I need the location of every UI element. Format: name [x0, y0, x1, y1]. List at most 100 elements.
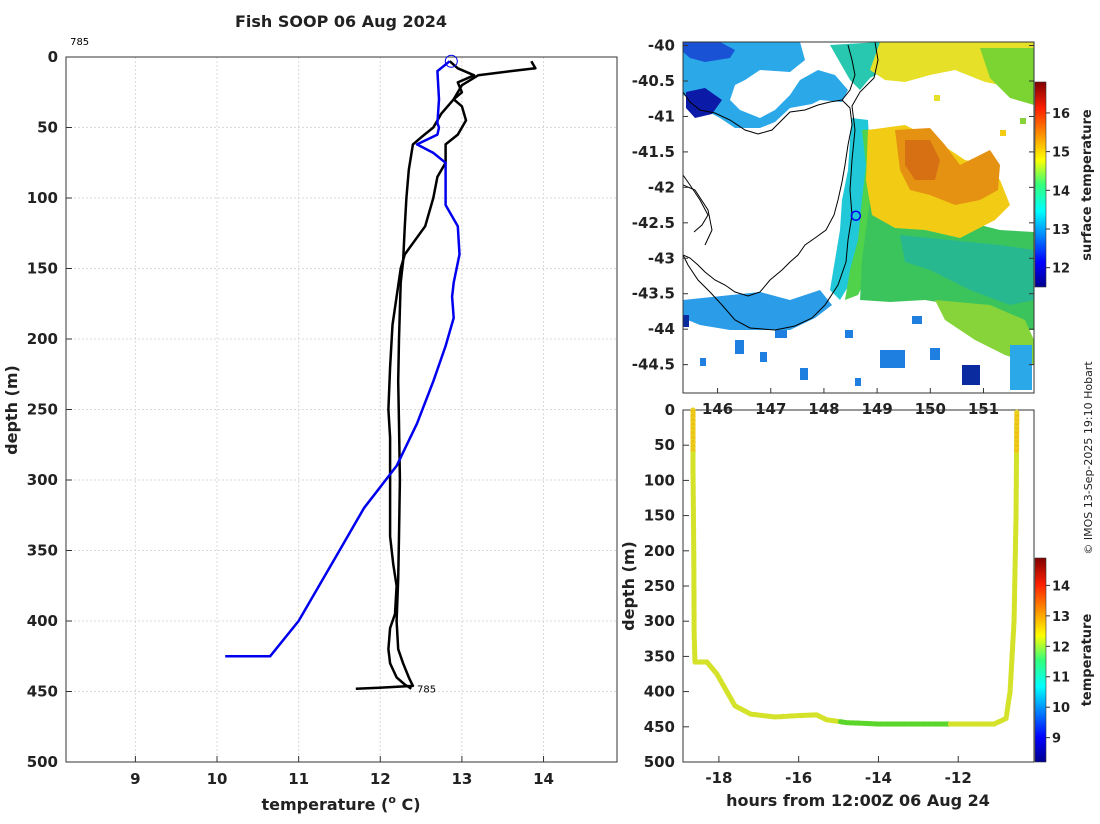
x-axis-label: hours from 12:00Z 06 Aug 24 — [726, 791, 990, 810]
y-tick-label: 150 — [27, 260, 58, 278]
lon-tick-label: 148 — [808, 400, 839, 418]
y-axis-label: depth (m) — [619, 541, 638, 631]
lat-tick-label: -42.5 — [632, 214, 675, 232]
colorbar-label: surface temperature — [1080, 109, 1095, 261]
lat-tick-label: -43 — [648, 249, 675, 267]
colorbar-ticks: 12 13 14 15 16 — [1046, 107, 1070, 277]
map-location-marker — [850, 210, 862, 221]
sst-patch-north-blue — [683, 42, 848, 128]
x-tick-label: -18 — [705, 769, 732, 787]
x-tick-label: 14 — [533, 770, 554, 788]
x-axis-label: temperature (o C) — [261, 793, 420, 814]
y-tick-label: 300 — [644, 612, 675, 630]
lat-tick-label: -43.5 — [632, 285, 675, 303]
x-tick-label: -16 — [785, 769, 812, 787]
colorbar-tick-label: 13 — [1052, 610, 1070, 625]
shelf-edge-contour — [683, 42, 879, 331]
map-frame — [682, 41, 1035, 394]
lat-tick-label: -42 — [648, 178, 675, 196]
colorbar — [1034, 81, 1047, 288]
map-axis-ticks: -40 -40.5 -41 -41.5 -42 -42.5 -43 -43.5 -44 -44.5… — [632, 37, 1034, 418]
depth-track-chart: -18 -16 -14 -12 0 50 100 150 200 250 300 350 400 450 5… — [619, 401, 1095, 810]
plot-frame — [682, 409, 1035, 763]
y-tick-label: 400 — [644, 683, 675, 701]
lon-tick-label: 146 — [702, 400, 733, 418]
series-line-upcast — [387, 60, 476, 690]
lat-tick-label: -44.5 — [632, 356, 675, 374]
y-tick-label: 100 — [644, 471, 675, 489]
lon-tick-label: 150 — [915, 400, 946, 418]
x-tick-label: -14 — [865, 769, 892, 787]
colorbar-tick-label: 14 — [1052, 184, 1070, 199]
colorbar-tick-label: 9 — [1052, 732, 1061, 747]
x-axis-label-sup: o — [388, 793, 396, 806]
sst-patch-south-green — [935, 300, 1034, 365]
x-tick-label: 10 — [207, 770, 228, 788]
x-tick-label: -12 — [945, 769, 972, 787]
y-tick-label: 400 — [27, 612, 58, 630]
track-point — [1014, 409, 1020, 415]
colorbar-tick-label: 12 — [1052, 262, 1070, 277]
colorbar-tick-label: 16 — [1052, 107, 1070, 122]
lat-tick-label: -40.5 — [632, 72, 675, 90]
y-tick-label: 200 — [644, 542, 675, 560]
y-tick-label: 350 — [644, 647, 675, 665]
y-tick-label: 350 — [27, 542, 58, 560]
series-line-downcast — [355, 60, 537, 690]
y-tick-label: 100 — [27, 189, 58, 207]
lon-tick-label: 147 — [755, 400, 786, 418]
y-tick-label: 450 — [644, 718, 675, 736]
y-tick-label: 150 — [644, 507, 675, 525]
colorbar — [1034, 557, 1047, 763]
x-axis-label-end: C) — [396, 795, 421, 814]
y-tick-label: 450 — [27, 683, 58, 701]
sst-patch-south-blue — [683, 290, 832, 330]
y-axis-label: depth (m) — [2, 365, 21, 455]
colorbar-ticks: 9 10 11 12 13 14 — [1046, 579, 1070, 747]
colorbar-tick-label: 12 — [1052, 640, 1070, 655]
y-tick-label: 0 — [48, 48, 58, 66]
annotation-label: 785 — [417, 685, 436, 696]
sst-field — [683, 42, 1034, 390]
lat-tick-label: -40 — [648, 37, 675, 55]
y-tick-label: 50 — [37, 119, 58, 137]
sst-patch-bay — [686, 88, 722, 118]
coast-inlet — [683, 184, 713, 246]
axis-ticks: 9 10 11 12 13 14 0 50 100 150 200 250 300 350 400 450 50… — [27, 48, 554, 788]
x-tick-label: 11 — [288, 770, 309, 788]
colorbar-tick-label: 10 — [1052, 701, 1070, 716]
y-tick-label: 300 — [27, 471, 58, 489]
x-tick-label: 13 — [451, 770, 472, 788]
colorbar-tick-label: 15 — [1052, 146, 1070, 161]
sst-speckles — [683, 95, 1032, 390]
sst-patch-coastal-cyan — [830, 118, 870, 300]
axis-ticks: -18 -16 -14 -12 0 50 100 150 200 250 300 350 400 450 5… — [644, 401, 972, 787]
lat-tick-label: -44 — [648, 320, 675, 338]
temperature-profile-chart: Fish SOOP 06 Aug 2024 9 10 11 12 13 14 0 50 100 1… — [2, 12, 618, 814]
x-tick-label: 12 — [370, 770, 391, 788]
sst-patch-north-deep — [683, 42, 735, 62]
lat-tick-label: -41 — [648, 107, 675, 125]
sst-patch-northeast — [980, 48, 1034, 105]
sst-patch-warm-core — [905, 140, 940, 180]
grid — [66, 56, 617, 763]
series-line-climatology — [225, 60, 461, 658]
x-tick-label: 9 — [130, 770, 140, 788]
y-tick-label: 250 — [27, 401, 58, 419]
sst-map: -40 -40.5 -41 -41.5 -42 -42.5 -43 -43.5 -44 -44.5… — [632, 37, 1095, 418]
y-tick-label: 50 — [654, 436, 675, 454]
colorbar-label: temperature — [1080, 614, 1095, 707]
chart-title: Fish SOOP 06 Aug 2024 — [235, 12, 447, 31]
track-points — [690, 407, 1020, 727]
y-tick-label: 250 — [644, 577, 675, 595]
lat-tick-label: -41.5 — [632, 143, 675, 161]
credit-text: © IMOS 13-Sep-2025 19:10 Hobart — [1082, 361, 1095, 555]
lon-tick-label: 151 — [968, 400, 999, 418]
lon-tick-label: 149 — [861, 400, 892, 418]
coastline — [683, 44, 856, 297]
sst-patch-teal — [900, 235, 1034, 305]
profile-lines — [225, 60, 537, 690]
annotation-label: 785 — [70, 37, 89, 48]
colorbar-tick-label: 14 — [1052, 579, 1070, 594]
